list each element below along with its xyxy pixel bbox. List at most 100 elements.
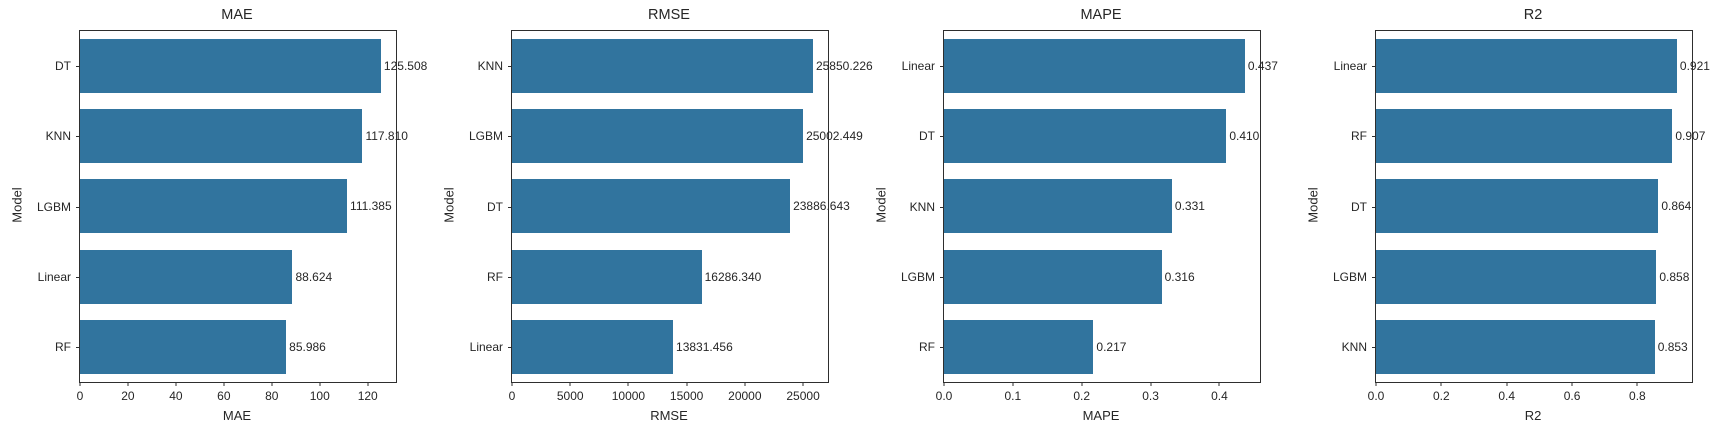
- x-tick-mark: [1571, 382, 1573, 386]
- bar-row: 25002.449: [512, 101, 863, 171]
- x-tick-mark: [1012, 382, 1014, 386]
- y-tick-mark: [76, 206, 80, 208]
- bar-value-label: 0.437: [1247, 59, 1278, 74]
- x-tick-mark: [127, 382, 129, 386]
- x-tick-mark: [1150, 382, 1152, 386]
- bar-knn: [80, 109, 363, 164]
- bar-dt: [1376, 179, 1659, 234]
- x-tick-mark: [223, 382, 225, 386]
- chart-panel-rmse: RMSE Model 25850.226 KNN 25002.449 LGBM 2388…: [432, 0, 873, 428]
- bar-rf: [512, 249, 702, 304]
- x-tick-label: 60: [217, 389, 231, 403]
- chart-title: R2: [1523, 7, 1543, 23]
- bar-knn: [1376, 319, 1655, 374]
- x-axis-label: RMSE: [650, 408, 688, 423]
- y-tick-label-lgbm: LGBM: [468, 129, 503, 144]
- bar-row: 0.316: [944, 242, 1260, 312]
- x-tick-mark: [943, 382, 945, 386]
- bar-value-label: 0.410: [1229, 129, 1260, 144]
- x-tick-mark: [1081, 382, 1083, 386]
- x-tick-mark: [1375, 382, 1377, 386]
- y-tick-label-lgbm: LGBM: [900, 269, 935, 284]
- x-tick-mark: [686, 382, 688, 386]
- x-tick-mark: [744, 382, 746, 386]
- bar-value-label: 13831.456: [676, 339, 733, 354]
- bar-rf: [80, 319, 287, 374]
- x-tick-label: 80: [265, 389, 279, 403]
- x-tick-label: 20: [121, 389, 135, 403]
- x-tick-label: 0.2: [1433, 389, 1450, 403]
- bar-value-label: 0.331: [1174, 199, 1205, 214]
- bar-value-label: 0.864: [1661, 199, 1692, 214]
- x-tick-mark: [1440, 382, 1442, 386]
- y-tick-label-dt: DT: [55, 59, 71, 74]
- y-tick-label-linear: Linear: [469, 339, 503, 354]
- bar-knn: [512, 39, 813, 94]
- x-tick-label: 0.3: [1142, 389, 1159, 403]
- bar-lgbm: [80, 179, 348, 234]
- bar-linear: [944, 39, 1245, 94]
- bar-row: 0.437: [944, 31, 1278, 101]
- bar-value-label: 0.858: [1659, 269, 1690, 284]
- y-tick-mark: [940, 136, 944, 138]
- y-tick-label-knn: KNN: [1341, 339, 1367, 354]
- y-tick-mark: [508, 206, 512, 208]
- bar-row: 0.864: [1376, 171, 1692, 241]
- x-tick-mark: [175, 382, 177, 386]
- x-tick-mark: [511, 382, 513, 386]
- bar-dt: [80, 39, 381, 94]
- y-tick-mark: [508, 346, 512, 348]
- bar-rf: [944, 319, 1094, 374]
- bar-value-label: 25002.449: [806, 129, 863, 144]
- bar-value-label: 0.217: [1096, 339, 1127, 354]
- x-tick-mark: [79, 382, 81, 386]
- y-tick-mark: [76, 276, 80, 278]
- x-tick-label: 120: [357, 389, 378, 403]
- x-tick-label: 0.8: [1629, 389, 1646, 403]
- chart-panel-mape: MAPE Model 0.437 Linear 0.410 DT 0.331 KNN 0.3…: [864, 0, 1296, 428]
- bar-row: 117.810: [80, 101, 408, 171]
- bar-value-label: 0.316: [1164, 269, 1195, 284]
- bar-value-label: 88.624: [295, 269, 333, 284]
- x-axis-label: R2: [1524, 408, 1542, 423]
- bar-value-label: 23886.643: [793, 199, 850, 214]
- chart-title: MAPE: [1080, 7, 1122, 23]
- bar-knn: [944, 179, 1172, 234]
- x-tick-mark: [1218, 382, 1220, 386]
- x-tick-label: 0: [76, 389, 84, 403]
- bar-row: 85.986: [80, 312, 396, 382]
- y-axis-label: Model: [1305, 187, 1321, 223]
- bar-linear: [512, 319, 674, 374]
- bar-row: 0.853: [1376, 312, 1692, 382]
- x-tick-mark: [802, 382, 804, 386]
- y-tick-mark: [940, 276, 944, 278]
- y-tick-mark: [1372, 136, 1376, 138]
- y-tick-mark: [940, 206, 944, 208]
- bar-row: 23886.643: [512, 171, 850, 241]
- x-tick-mark: [1636, 382, 1638, 386]
- bar-dt: [512, 179, 791, 234]
- chart-panel-mae: MAE Model 125.508 DT 117.810 KNN 111.385 LGBM…: [0, 0, 432, 428]
- y-tick-mark: [76, 136, 80, 138]
- bar-value-label: 125.508: [383, 59, 428, 74]
- y-tick-label-dt: DT: [1351, 199, 1367, 214]
- plot-area: 25850.226 KNN 25002.449 LGBM 23886.643 DT 1628…: [469, 30, 873, 402]
- y-tick-label-lgbm: LGBM: [1332, 269, 1367, 284]
- bar-row: 0.921: [1376, 31, 1710, 101]
- chart-title: RMSE: [648, 7, 690, 23]
- y-tick-mark: [76, 66, 80, 68]
- x-axis-label: MAPE: [1082, 408, 1120, 423]
- x-tick-label: 0.1: [1004, 389, 1022, 403]
- bar-value-label: 0.853: [1657, 339, 1688, 354]
- x-tick-mark: [627, 382, 629, 386]
- x-tick-label: 40: [169, 389, 183, 403]
- x-tick-label: 20000: [728, 389, 762, 403]
- x-tick-label: 0.0: [1367, 389, 1385, 403]
- x-tick-label: 0.4: [1498, 389, 1516, 403]
- y-tick-label-lgbm: LGBM: [36, 199, 71, 214]
- x-tick-mark: [367, 382, 369, 386]
- x-tick-mark: [319, 382, 321, 386]
- x-tick-mark: [1506, 382, 1508, 386]
- x-tick-mark: [569, 382, 571, 386]
- y-tick-label-knn: KNN: [909, 199, 935, 214]
